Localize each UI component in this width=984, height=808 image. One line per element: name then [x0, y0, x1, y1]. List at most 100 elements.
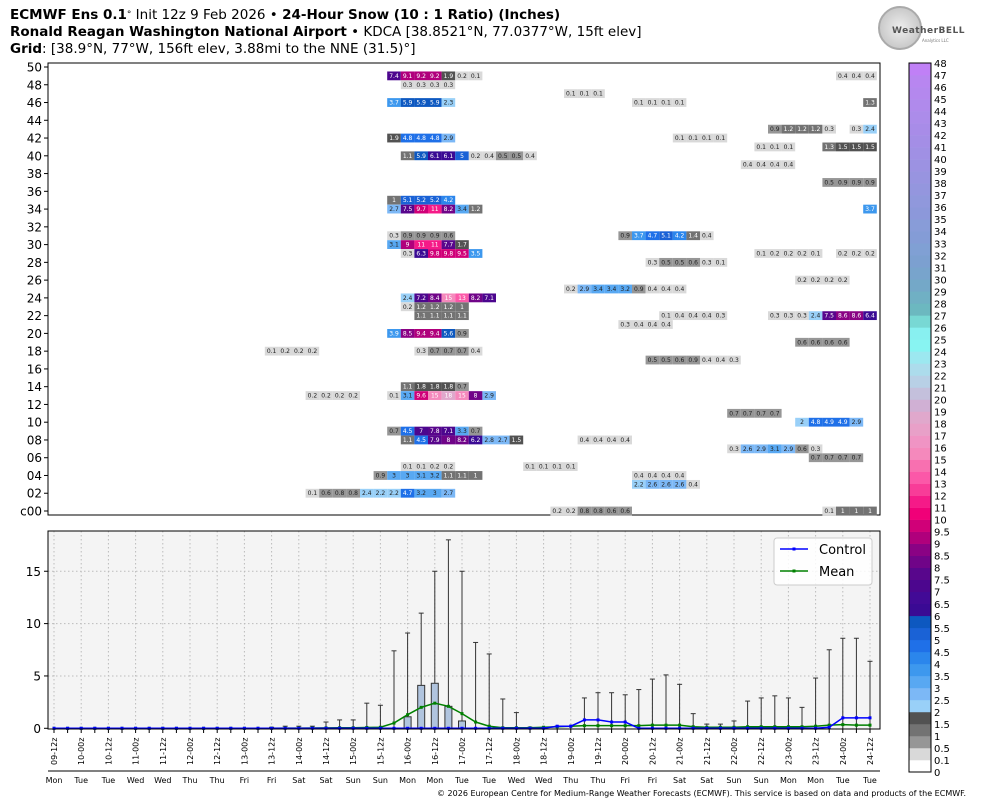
- x-tick-label: 22-00z: [730, 738, 739, 765]
- control-point: [474, 726, 478, 730]
- heatmap-cell-value: 3.2: [416, 490, 426, 497]
- heatmap-cell-value: 0.3: [403, 82, 413, 89]
- y-tick-label: 5: [33, 669, 41, 683]
- colorbar-label: 8.5: [934, 552, 950, 563]
- heatmap-cell: [523, 462, 537, 471]
- heatmap-cell: [808, 311, 823, 321]
- colorbar-label: 5.5: [934, 624, 950, 635]
- heatmap-cell-value: 0.1: [756, 250, 766, 257]
- heatmap-cell-value: 4.2: [444, 197, 454, 204]
- heatmap-cell-value: 5.9: [416, 100, 426, 107]
- heatmap-cell: [455, 249, 469, 258]
- heatmap-cell: [836, 311, 850, 321]
- heatmap-cell: [577, 89, 592, 99]
- heatmap-cell: [455, 426, 469, 436]
- heatmap-cell: [781, 249, 796, 258]
- control-point: [446, 726, 450, 730]
- heatmap-cell: [836, 71, 850, 81]
- colorbar-label: 45: [934, 95, 947, 106]
- heatmap-cell: [414, 204, 428, 214]
- heatmap-cell: [441, 151, 456, 161]
- heatmap-cell-value: 0.2: [321, 393, 331, 400]
- init-time: Init 12z 9 Feb 2026 •: [131, 7, 283, 23]
- control-point: [147, 726, 151, 730]
- control-point: [338, 726, 342, 730]
- heatmap-cell: [319, 488, 333, 498]
- heatmap-cell-value: 0.9: [770, 126, 780, 133]
- heatmap-cell: [618, 506, 632, 516]
- heatmap-cell: [428, 462, 442, 471]
- colorbar-label: 35: [934, 215, 947, 226]
- heatmap-cell-value: 0.1: [539, 464, 549, 471]
- heatmap-cell-value: 0.1: [566, 91, 576, 98]
- heatmap-cell-value: 0.2: [797, 250, 807, 257]
- heatmap-cell-value: 1.1: [403, 384, 413, 391]
- weekday-label: Sun: [754, 776, 769, 785]
- heatmap-y-label: 08: [27, 433, 42, 447]
- mean-point: [419, 705, 423, 709]
- heatmap-cell: [564, 89, 578, 99]
- heatmap-cell-value: 8.2: [471, 295, 481, 302]
- heatmap-cell-value: 0.4: [865, 73, 875, 80]
- heatmap-cell: [414, 293, 428, 303]
- colorbar-swatch: [909, 579, 931, 593]
- x-tick-label: 13-12z: [268, 738, 277, 765]
- heatmap-cell-value: 2.9: [756, 446, 766, 453]
- heatmap-cell-value: 2.9: [444, 135, 454, 142]
- heatmap-cell-value: 15: [458, 393, 466, 400]
- colorbar-label: 41: [934, 143, 947, 154]
- heatmap-cell: [781, 124, 796, 134]
- heatmap-cell-value: 0.1: [716, 135, 726, 142]
- heatmap-cell: [686, 479, 700, 489]
- heatmap-cell: [428, 391, 442, 400]
- heatmap-cell-value: 0.4: [661, 472, 671, 479]
- heatmap-cell: [387, 240, 401, 249]
- heatmap-cell: [632, 284, 646, 294]
- grid-label: Grid: [10, 41, 43, 57]
- heatmap-cell: [781, 444, 796, 454]
- heatmap-cell-value: 0.9: [457, 330, 467, 337]
- heatmap-cell-value: 13: [458, 295, 466, 302]
- heatmap-cell-value: 9.6: [416, 393, 426, 400]
- heatmap-cell: [849, 142, 864, 152]
- heatmap-cell-value: 0.3: [729, 357, 739, 364]
- heatmap-cell: [468, 71, 483, 81]
- x-tick-label: 18-12z: [540, 738, 549, 765]
- heatmap-cell: [264, 346, 279, 356]
- heatmap-cell-value: 5.1: [661, 233, 671, 240]
- x-tick-label: 18-00z: [512, 738, 521, 765]
- heatmap-cell: [550, 506, 564, 516]
- heatmap-cell: [659, 231, 673, 241]
- heatmap-cell-value: 0.7: [471, 428, 481, 435]
- heatmap-cell-value: 0.3: [811, 446, 821, 453]
- mean-point: [637, 724, 641, 728]
- heatmap-cell-value: 0.1: [403, 464, 413, 471]
- x-tick-label: 12-12z: [213, 738, 222, 765]
- heatmap-cell-value: 0.9: [688, 357, 698, 364]
- control-point: [256, 726, 260, 730]
- heatmap-cell: [468, 391, 483, 400]
- heatmap-cell: [414, 462, 428, 471]
- colorbar-swatch: [909, 243, 931, 256]
- colorbar-swatch: [909, 111, 931, 124]
- colorbar-label: 20: [934, 395, 947, 406]
- control-point: [283, 726, 287, 730]
- heatmap-cell-value: 2.7: [389, 206, 399, 213]
- control-point: [487, 726, 491, 730]
- heatmap-cell: [863, 506, 877, 516]
- heatmap-cell: [672, 284, 687, 294]
- control-point: [569, 724, 573, 728]
- colorbar-label: 30: [934, 275, 947, 286]
- heatmap-cell: [604, 506, 619, 516]
- heatmap-cell: [700, 311, 714, 321]
- heatmap-cell: [441, 462, 456, 471]
- heatmap-cell: [414, 240, 428, 249]
- heatmap-cell: [577, 506, 592, 516]
- heatmap-cell-value: 0.1: [416, 464, 426, 471]
- x-tick-label: 21-00z: [676, 738, 685, 765]
- heatmap-cell: [849, 417, 864, 427]
- legend-label: Mean: [819, 565, 854, 580]
- heatmap-cell: [400, 302, 415, 312]
- heatmap-cell: [849, 311, 864, 321]
- heatmap-cell-value: 1.2: [416, 304, 426, 311]
